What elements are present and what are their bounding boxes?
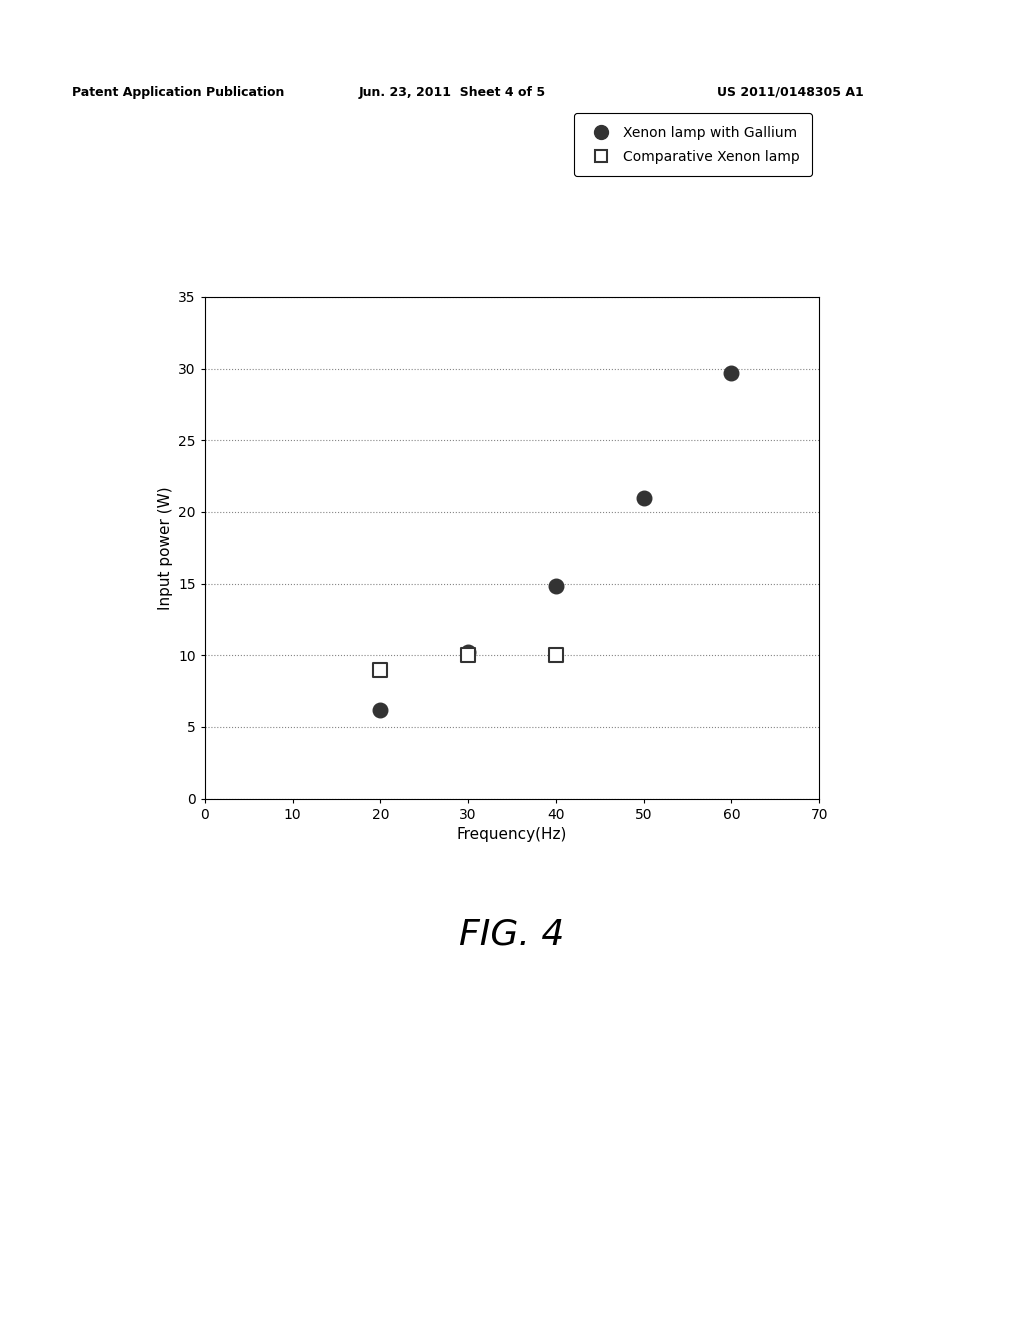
Point <box>723 363 739 384</box>
Text: Patent Application Publication: Patent Application Publication <box>72 86 284 99</box>
Text: Jun. 23, 2011  Sheet 4 of 5: Jun. 23, 2011 Sheet 4 of 5 <box>358 86 546 99</box>
Legend: Xenon lamp with Gallium, Comparative Xenon lamp: Xenon lamp with Gallium, Comparative Xen… <box>574 114 812 176</box>
Text: US 2011/0148305 A1: US 2011/0148305 A1 <box>717 86 863 99</box>
Point <box>460 642 476 663</box>
Point <box>372 659 388 680</box>
Y-axis label: Input power (W): Input power (W) <box>158 486 173 610</box>
Text: FIG. 4: FIG. 4 <box>460 917 564 952</box>
Point <box>548 644 564 665</box>
Point <box>460 644 476 665</box>
X-axis label: Frequency(Hz): Frequency(Hz) <box>457 828 567 842</box>
Point <box>548 576 564 597</box>
Point <box>372 700 388 721</box>
Point <box>636 487 652 508</box>
